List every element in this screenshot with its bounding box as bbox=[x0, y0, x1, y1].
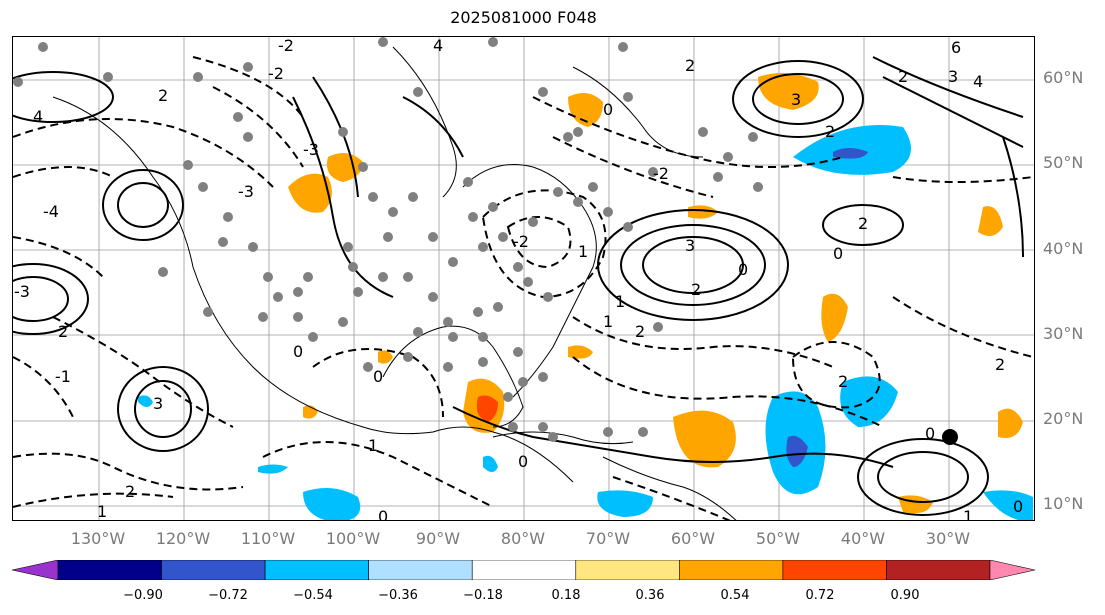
svg-text:2: 2 bbox=[691, 280, 701, 299]
map-panel: 3 2 0 3 2 3 -3 2 1 2 0 1 2 0 2 6 4 3 2 2… bbox=[12, 36, 1035, 521]
svg-text:2: 2 bbox=[858, 214, 868, 233]
svg-text:2: 2 bbox=[158, 86, 168, 105]
svg-text:-3: -3 bbox=[238, 182, 254, 201]
svg-text:3: 3 bbox=[791, 90, 801, 109]
svg-text:2: 2 bbox=[838, 372, 848, 391]
storm-marker bbox=[942, 429, 958, 445]
contour-labels: 3 2 0 3 2 3 -3 2 1 2 0 1 2 0 2 6 4 3 2 2… bbox=[14, 37, 1023, 521]
svg-text:3: 3 bbox=[685, 236, 695, 255]
solid-contours bbox=[13, 56, 1024, 516]
colorbar-extend-high bbox=[989, 560, 1036, 580]
colorbar-tick: −0.36 bbox=[378, 588, 418, 603]
colorbar bbox=[11, 560, 1036, 580]
svg-text:1: 1 bbox=[963, 507, 973, 521]
colorbar-tick: 0.72 bbox=[805, 588, 835, 603]
shaded-fields bbox=[138, 73, 1033, 520]
svg-text:-2: -2 bbox=[653, 164, 669, 183]
map-canvas: 3 2 0 3 2 3 -3 2 1 2 0 1 2 0 2 6 4 3 2 2… bbox=[13, 37, 1034, 521]
svg-text:2: 2 bbox=[685, 56, 695, 75]
svg-text:0: 0 bbox=[293, 342, 303, 361]
colorbar-segment bbox=[161, 560, 266, 580]
lat-label: 40°N bbox=[1043, 239, 1084, 258]
dashed-contours bbox=[13, 56, 1034, 520]
svg-text:1: 1 bbox=[603, 312, 613, 331]
colorbar-tick: −0.18 bbox=[463, 588, 503, 603]
svg-text:-3: -3 bbox=[14, 282, 30, 301]
lon-label: 80°W bbox=[500, 529, 546, 548]
colorbar-segment bbox=[471, 560, 577, 580]
svg-text:3: 3 bbox=[948, 67, 958, 86]
svg-text:0: 0 bbox=[925, 424, 935, 443]
colorbar-tick: 0.54 bbox=[720, 588, 750, 603]
colorbar-tick: 0.90 bbox=[890, 588, 920, 603]
lat-label: 60°N bbox=[1043, 68, 1084, 87]
lon-label: 130°W bbox=[70, 529, 126, 548]
lat-label: 30°N bbox=[1043, 324, 1084, 343]
svg-text:1: 1 bbox=[578, 242, 588, 261]
lon-label: 110°W bbox=[240, 529, 296, 548]
colorbar-segment bbox=[679, 560, 784, 580]
svg-text:-4: -4 bbox=[43, 202, 59, 221]
svg-text:1: 1 bbox=[97, 502, 107, 521]
lon-label: 40°W bbox=[840, 529, 886, 548]
lon-label: 70°W bbox=[585, 529, 631, 548]
lon-label: 30°W bbox=[925, 529, 971, 548]
svg-text:0: 0 bbox=[518, 452, 528, 471]
colorbar-segment bbox=[575, 560, 680, 580]
svg-text:6: 6 bbox=[951, 38, 961, 57]
colorbar-tick: −0.72 bbox=[208, 588, 248, 603]
svg-text:0: 0 bbox=[833, 244, 843, 263]
colorbar-segment bbox=[264, 560, 369, 580]
lat-label: 50°N bbox=[1043, 153, 1084, 172]
svg-text:2: 2 bbox=[635, 322, 645, 341]
colorbar-tick: −0.90 bbox=[123, 588, 163, 603]
colorbar-tick: 0.18 bbox=[551, 588, 581, 603]
svg-text:-2: -2 bbox=[513, 232, 529, 251]
svg-text:2: 2 bbox=[825, 122, 835, 141]
svg-text:3: 3 bbox=[153, 394, 163, 413]
svg-text:2: 2 bbox=[58, 322, 68, 341]
svg-text:1: 1 bbox=[615, 292, 625, 311]
lon-label: 60°W bbox=[670, 529, 716, 548]
lat-label: 10°N bbox=[1043, 494, 1084, 513]
colorbar-extend-low bbox=[11, 560, 59, 580]
colorbar-segment bbox=[57, 560, 162, 580]
svg-text:4: 4 bbox=[33, 107, 43, 126]
svg-text:-1: -1 bbox=[55, 367, 71, 386]
svg-text:0: 0 bbox=[603, 100, 613, 119]
svg-text:2: 2 bbox=[125, 482, 135, 501]
svg-text:4: 4 bbox=[973, 72, 983, 91]
svg-text:2: 2 bbox=[995, 355, 1005, 374]
svg-text:0: 0 bbox=[373, 367, 383, 386]
svg-text:-3: -3 bbox=[303, 140, 319, 159]
lon-label: 90°W bbox=[415, 529, 461, 548]
svg-text:-2: -2 bbox=[278, 37, 294, 55]
lon-label: 50°W bbox=[755, 529, 801, 548]
svg-text:0: 0 bbox=[1013, 497, 1023, 516]
svg-text:-2: -2 bbox=[268, 64, 284, 83]
lon-label: 120°W bbox=[155, 529, 211, 548]
station-dots bbox=[13, 37, 763, 442]
svg-text:4: 4 bbox=[433, 37, 443, 55]
colorbar-tick: 0.36 bbox=[635, 588, 665, 603]
lon-label: 100°W bbox=[325, 529, 381, 548]
lat-label: 20°N bbox=[1043, 409, 1084, 428]
svg-text:1: 1 bbox=[368, 436, 378, 455]
colorbar-segment bbox=[368, 560, 473, 580]
colorbar-tick: −0.54 bbox=[293, 588, 333, 603]
colorbar-segment bbox=[782, 560, 887, 580]
svg-text:0: 0 bbox=[738, 260, 748, 279]
svg-text:2: 2 bbox=[898, 67, 908, 86]
svg-text:0: 0 bbox=[378, 507, 388, 521]
map-title: 2025081000 F048 bbox=[450, 8, 597, 27]
colorbar-segment bbox=[886, 560, 991, 580]
